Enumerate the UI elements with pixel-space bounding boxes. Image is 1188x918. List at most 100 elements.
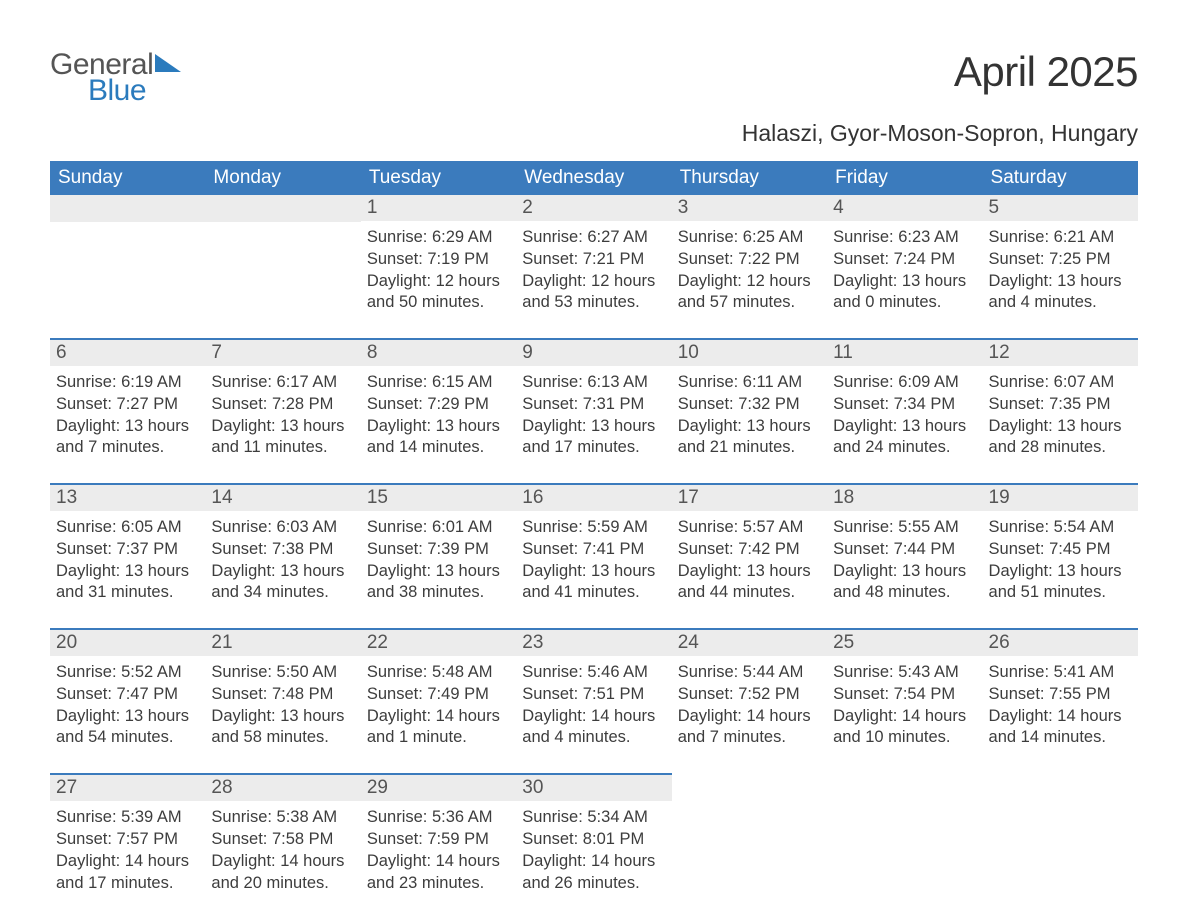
sunrise-line: Sunrise: 6:09 AM — [833, 373, 959, 391]
day-wrap: 14Sunrise: 6:03 AMSunset: 7:38 PMDayligh… — [205, 483, 360, 628]
daylight-line: Daylight: 13 hours and 0 minutes. — [833, 272, 966, 312]
day-body: Sunrise: 5:54 AMSunset: 7:45 PMDaylight:… — [983, 511, 1138, 628]
sunrise-line: Sunrise: 6:13 AM — [522, 373, 648, 391]
sunrise-line: Sunrise: 5:38 AM — [211, 808, 337, 826]
sunrise-line: Sunrise: 5:48 AM — [367, 663, 493, 681]
daylight-line: Daylight: 13 hours and 21 minutes. — [678, 417, 811, 457]
day-number: 28 — [205, 775, 360, 801]
day-wrap: 11Sunrise: 6:09 AMSunset: 7:34 PMDayligh… — [827, 338, 982, 483]
sunrise-line: Sunrise: 5:46 AM — [522, 663, 648, 681]
sunrise-line: Sunrise: 5:50 AM — [211, 663, 337, 681]
sunset-line: Sunset: 7:54 PM — [833, 685, 955, 703]
sunrise-line: Sunrise: 5:41 AM — [989, 663, 1115, 681]
daylight-line: Daylight: 12 hours and 57 minutes. — [678, 272, 811, 312]
day-number: 10 — [672, 340, 827, 366]
calendar-cell — [983, 773, 1138, 918]
calendar-week-row: 1Sunrise: 6:29 AMSunset: 7:19 PMDaylight… — [50, 195, 1138, 338]
day-wrap: 10Sunrise: 6:11 AMSunset: 7:32 PMDayligh… — [672, 338, 827, 483]
calendar-cell: 18Sunrise: 5:55 AMSunset: 7:44 PMDayligh… — [827, 483, 982, 628]
day-wrap: 13Sunrise: 6:05 AMSunset: 7:37 PMDayligh… — [50, 483, 205, 628]
calendar-cell: 2Sunrise: 6:27 AMSunset: 7:21 PMDaylight… — [516, 195, 671, 338]
sunset-line: Sunset: 7:22 PM — [678, 250, 800, 268]
calendar-cell: 9Sunrise: 6:13 AMSunset: 7:31 PMDaylight… — [516, 338, 671, 483]
day-number: 20 — [50, 630, 205, 656]
day-number: 25 — [827, 630, 982, 656]
sunrise-line: Sunrise: 6:17 AM — [211, 373, 337, 391]
daylight-line: Daylight: 13 hours and 11 minutes. — [211, 417, 344, 457]
calendar-cell: 20Sunrise: 5:52 AMSunset: 7:47 PMDayligh… — [50, 628, 205, 773]
day-body: Sunrise: 5:41 AMSunset: 7:55 PMDaylight:… — [983, 656, 1138, 773]
sunrise-line: Sunrise: 6:27 AM — [522, 228, 648, 246]
day-wrap: 24Sunrise: 5:44 AMSunset: 7:52 PMDayligh… — [672, 628, 827, 773]
day-number: 14 — [205, 485, 360, 511]
sunrise-line: Sunrise: 6:01 AM — [367, 518, 493, 536]
page-header: General Blue April 2025 — [50, 48, 1138, 108]
sunrise-line: Sunrise: 5:59 AM — [522, 518, 648, 536]
sunset-line: Sunset: 8:01 PM — [522, 830, 644, 848]
calendar-cell: 19Sunrise: 5:54 AMSunset: 7:45 PMDayligh… — [983, 483, 1138, 628]
calendar-cell: 12Sunrise: 6:07 AMSunset: 7:35 PMDayligh… — [983, 338, 1138, 483]
weekday-header: Tuesday — [361, 161, 516, 195]
day-number: 17 — [672, 485, 827, 511]
day-number: 3 — [672, 195, 827, 221]
day-number: 16 — [516, 485, 671, 511]
day-wrap: 4Sunrise: 6:23 AMSunset: 7:24 PMDaylight… — [827, 195, 982, 338]
day-number: 4 — [827, 195, 982, 221]
calendar-cell: 17Sunrise: 5:57 AMSunset: 7:42 PMDayligh… — [672, 483, 827, 628]
day-wrap: 2Sunrise: 6:27 AMSunset: 7:21 PMDaylight… — [516, 195, 671, 338]
daylight-line: Daylight: 14 hours and 26 minutes. — [522, 852, 655, 892]
sunrise-line: Sunrise: 5:54 AM — [989, 518, 1115, 536]
daylight-line: Daylight: 13 hours and 58 minutes. — [211, 707, 344, 747]
sunset-line: Sunset: 7:19 PM — [367, 250, 489, 268]
calendar-cell: 7Sunrise: 6:17 AMSunset: 7:28 PMDaylight… — [205, 338, 360, 483]
daylight-line: Daylight: 14 hours and 7 minutes. — [678, 707, 811, 747]
month-title: April 2025 — [954, 48, 1138, 96]
day-wrap: 25Sunrise: 5:43 AMSunset: 7:54 PMDayligh… — [827, 628, 982, 773]
calendar-cell: 3Sunrise: 6:25 AMSunset: 7:22 PMDaylight… — [672, 195, 827, 338]
calendar-cell: 26Sunrise: 5:41 AMSunset: 7:55 PMDayligh… — [983, 628, 1138, 773]
sunrise-line: Sunrise: 6:21 AM — [989, 228, 1115, 246]
day-wrap: 18Sunrise: 5:55 AMSunset: 7:44 PMDayligh… — [827, 483, 982, 628]
day-wrap: 23Sunrise: 5:46 AMSunset: 7:51 PMDayligh… — [516, 628, 671, 773]
title-block: April 2025 — [954, 48, 1138, 96]
day-body: Sunrise: 6:27 AMSunset: 7:21 PMDaylight:… — [516, 221, 671, 338]
calendar-cell: 6Sunrise: 6:19 AMSunset: 7:27 PMDaylight… — [50, 338, 205, 483]
sunset-line: Sunset: 7:31 PM — [522, 395, 644, 413]
sunset-line: Sunset: 7:39 PM — [367, 540, 489, 558]
day-body: Sunrise: 6:03 AMSunset: 7:38 PMDaylight:… — [205, 511, 360, 628]
calendar-cell: 30Sunrise: 5:34 AMSunset: 8:01 PMDayligh… — [516, 773, 671, 918]
calendar-cell: 13Sunrise: 6:05 AMSunset: 7:37 PMDayligh… — [50, 483, 205, 628]
sunrise-line: Sunrise: 6:05 AM — [56, 518, 182, 536]
day-wrap: 7Sunrise: 6:17 AMSunset: 7:28 PMDaylight… — [205, 338, 360, 483]
sunrise-line: Sunrise: 5:52 AM — [56, 663, 182, 681]
day-body: Sunrise: 5:59 AMSunset: 7:41 PMDaylight:… — [516, 511, 671, 628]
sunset-line: Sunset: 7:32 PM — [678, 395, 800, 413]
weekday-header: Wednesday — [516, 161, 671, 195]
calendar-week-row: 6Sunrise: 6:19 AMSunset: 7:27 PMDaylight… — [50, 338, 1138, 483]
logo-triangle-icon — [155, 54, 181, 72]
day-wrap: 20Sunrise: 5:52 AMSunset: 7:47 PMDayligh… — [50, 628, 205, 773]
sunset-line: Sunset: 7:48 PM — [211, 685, 333, 703]
calendar-table: Sunday Monday Tuesday Wednesday Thursday… — [50, 161, 1138, 918]
sunrise-line: Sunrise: 6:19 AM — [56, 373, 182, 391]
sunset-line: Sunset: 7:34 PM — [833, 395, 955, 413]
day-body: Sunrise: 6:23 AMSunset: 7:24 PMDaylight:… — [827, 221, 982, 338]
calendar-cell: 22Sunrise: 5:48 AMSunset: 7:49 PMDayligh… — [361, 628, 516, 773]
day-body: Sunrise: 6:21 AMSunset: 7:25 PMDaylight:… — [983, 221, 1138, 338]
day-body: Sunrise: 5:52 AMSunset: 7:47 PMDaylight:… — [50, 656, 205, 773]
calendar-week-row: 20Sunrise: 5:52 AMSunset: 7:47 PMDayligh… — [50, 628, 1138, 773]
daylight-line: Daylight: 13 hours and 48 minutes. — [833, 562, 966, 602]
location-subtitle: Halaszi, Gyor-Moson-Sopron, Hungary — [50, 120, 1138, 147]
sunset-line: Sunset: 7:55 PM — [989, 685, 1111, 703]
calendar-cell: 21Sunrise: 5:50 AMSunset: 7:48 PMDayligh… — [205, 628, 360, 773]
calendar-cell: 16Sunrise: 5:59 AMSunset: 7:41 PMDayligh… — [516, 483, 671, 628]
day-wrap: 17Sunrise: 5:57 AMSunset: 7:42 PMDayligh… — [672, 483, 827, 628]
day-number: 27 — [50, 775, 205, 801]
daylight-line: Daylight: 13 hours and 17 minutes. — [522, 417, 655, 457]
daylight-line: Daylight: 13 hours and 14 minutes. — [367, 417, 500, 457]
daylight-line: Daylight: 13 hours and 31 minutes. — [56, 562, 189, 602]
day-number: 1 — [361, 195, 516, 221]
day-number: 7 — [205, 340, 360, 366]
day-number: 23 — [516, 630, 671, 656]
calendar-cell: 11Sunrise: 6:09 AMSunset: 7:34 PMDayligh… — [827, 338, 982, 483]
